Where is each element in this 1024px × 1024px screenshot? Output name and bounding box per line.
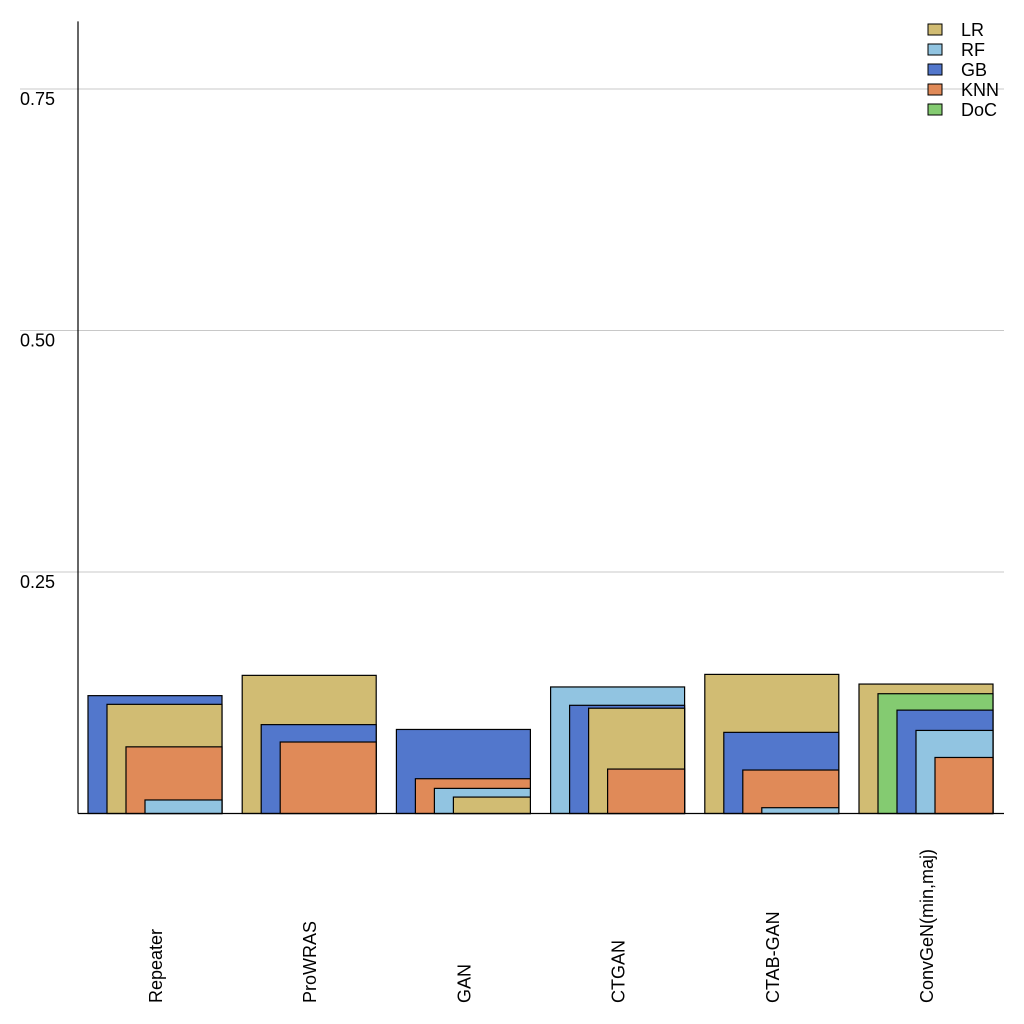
bar-knn [279,741,377,815]
legend-label-knn: KNN [961,80,999,100]
legend-swatch-gb [927,63,943,76]
legend-label-gb: GB [961,60,987,80]
gridlines [20,88,1004,573]
bar-group-ctgan [549,686,686,815]
legend-label-lr: LR [961,20,984,40]
x-tick-label: Repeater [146,929,166,1003]
legend-swatch-doc [927,103,943,116]
legend-label-doc: DoC [961,100,997,120]
x-tick-label: ProWRAS [300,921,320,1003]
legend-swatch-lr [927,23,943,36]
legend-label-rf: RF [961,40,985,60]
legend-swatch-knn [927,83,943,96]
bar-rf [761,807,840,815]
y-tick-label: 0.75 [20,89,55,109]
x-tick-label: ConvGeN(min,maj) [917,849,937,1003]
bar-group-gan [395,728,531,815]
y-tick-labels: 0.25 0.50 0.75 [20,89,55,592]
x-tick-labels: Repeater ProWRAS GAN CTGAN CTAB-GAN ConvGeN(m… [146,849,937,1003]
bar-lr [452,796,531,815]
bars [87,673,994,815]
x-tick-label: CTGAN [609,940,629,1003]
bar-group-repeater [87,695,223,815]
x-tick-label: CTAB-GAN [763,911,783,1003]
legend-swatch-rf [927,43,943,56]
bar-knn [606,768,686,815]
bar-knn [934,756,994,815]
x-tick-label: GAN [454,964,474,1003]
bar-rf [144,799,223,815]
bar-group-prowras [241,674,377,815]
y-tick-label: 0.25 [20,572,55,592]
bar-group-convgen-min-maj- [858,683,994,815]
bar-knn [742,769,840,815]
bar-group-ctab-gan [704,673,840,815]
y-tick-label: 0.50 [20,331,55,351]
